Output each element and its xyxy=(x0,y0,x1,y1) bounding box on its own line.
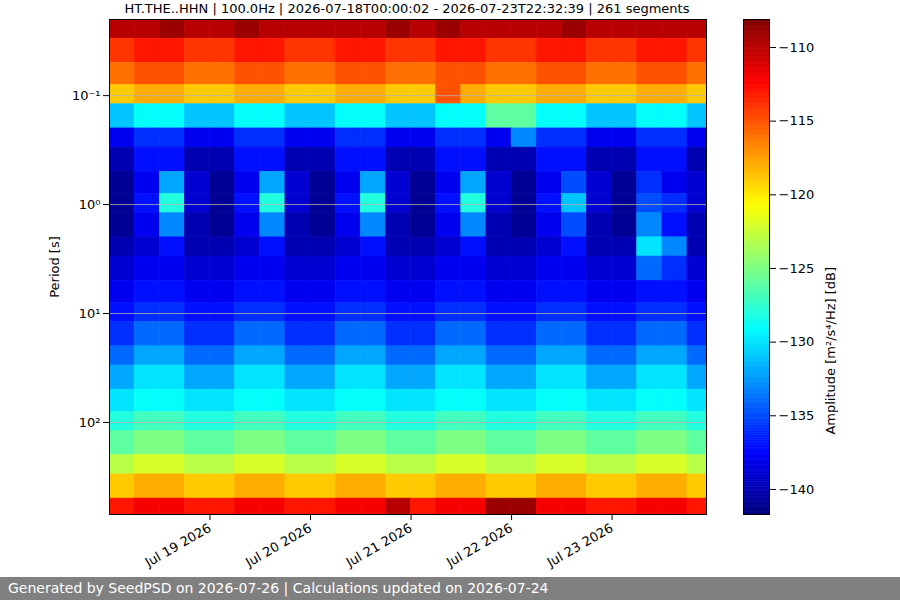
svg-text:Jul 21 2026: Jul 21 2026 xyxy=(343,520,415,570)
svg-text:Jul 19 2026: Jul 19 2026 xyxy=(142,520,214,570)
svg-text:Jul 23 2026: Jul 23 2026 xyxy=(544,520,616,570)
svg-text:10⁰: 10⁰ xyxy=(79,197,101,212)
svg-text:−135: −135 xyxy=(779,408,815,423)
svg-text:−110: −110 xyxy=(779,40,815,55)
svg-text:Period [s]: Period [s] xyxy=(47,236,62,298)
html-text:Generated by SeedPSD on 2026-0: Generated by SeedPSD on 2026-07-26 | Cal… xyxy=(8,580,549,596)
svg-text:Jul 20 2026: Jul 20 2026 xyxy=(242,520,314,570)
html-text:HT.THE..HHN | 100.0Hz | 2026-0: HT.THE..HHN | 100.0Hz | 2026-07-18T00:00… xyxy=(124,1,690,16)
svg-text:−115: −115 xyxy=(779,113,815,128)
svg-text:−140: −140 xyxy=(779,482,815,497)
svg-text:Amplitude [m²/s⁴/Hz] [dB]: Amplitude [m²/s⁴/Hz] [dB] xyxy=(823,267,838,435)
svg-text:10⁻¹: 10⁻¹ xyxy=(72,88,101,103)
svg-text:−120: −120 xyxy=(779,187,815,202)
svg-text:−125: −125 xyxy=(779,261,815,276)
svg-text:−130: −130 xyxy=(779,334,815,349)
svg-text:10¹: 10¹ xyxy=(79,306,101,321)
svg-text:Jul 22 2026: Jul 22 2026 xyxy=(443,520,515,570)
svg-text:10²: 10² xyxy=(79,415,101,430)
